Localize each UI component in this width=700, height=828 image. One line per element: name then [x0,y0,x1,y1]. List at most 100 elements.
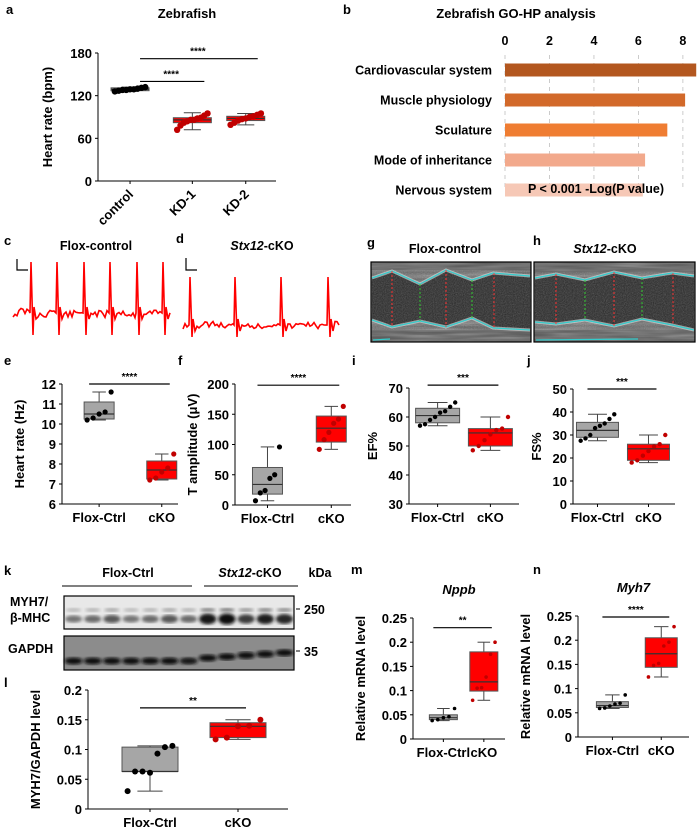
x-tick-label: KD-1 [166,187,198,219]
data-point [656,661,661,666]
y-tick-label: 0.25 [382,611,407,626]
data-point [608,704,612,708]
data-point [147,477,153,483]
box-flox-ctrl [595,701,629,708]
significance-label: ** [189,696,197,707]
band-myh7-upper [238,608,254,612]
ecg-flox-control: Flox-control [12,239,171,336]
data-point [252,498,259,504]
data-point [212,736,219,743]
y-tick-label: 0.05 [547,706,572,721]
data-point [321,437,327,443]
y-axis-label: Heart rate (Hz) [12,400,27,489]
data-point [447,714,451,719]
box-cko [315,415,347,443]
data-point [96,411,102,417]
data-point [499,426,505,431]
data-point [272,472,278,478]
x-tick-label: cKO [225,815,252,828]
y-tick-label: 12 [42,377,56,392]
band-myh7 [275,614,294,624]
panel-label-l: l [4,675,8,690]
x-tick-label: Flox-Ctrl [411,510,464,525]
data-point [335,416,342,422]
y-tick-label: 50 [553,382,567,397]
data-point [479,685,484,690]
band-gapdh [275,649,294,657]
panel-label-k: k [4,563,12,578]
data-point [612,412,617,417]
x-tick-label: cKO [318,511,345,526]
y-tick-label: 0 [560,497,567,512]
y-tick-label: 11 [42,397,56,412]
y-tick-label: 0.1 [554,682,572,697]
x-tick-label: 4 [590,34,597,48]
x-tick-label: cKO [648,743,675,758]
data-point [153,475,159,481]
panel-labels: a b c d g h e f i j k l m n [4,2,541,690]
y-tick-label: 0.1 [389,684,407,699]
echo-baseline-trace [535,338,639,341]
band-myh7 [103,614,121,624]
western-blot: Flox-Ctrl Stx12-cKO kDa MYH7/ β-MHC GAPD… [8,566,333,671]
box-flox-ctrl [121,746,179,773]
echo-title-g: Flox-control [409,242,481,256]
data-point [597,423,603,428]
x-tick-label: 2 [546,34,553,48]
band-gapdh [102,657,121,665]
scale-bar-icon [16,259,28,271]
data-point [482,438,487,443]
y-tick-label: 50 [215,468,229,483]
data-point [442,409,448,414]
data-point [470,698,475,703]
y-axis-label: Relative mRNA level [518,614,533,739]
data-point [651,444,657,449]
x-tick-label: cKO [470,745,497,760]
data-point [475,686,479,690]
data-point [602,706,607,710]
x-tick-label: control [94,187,136,229]
data-point [246,722,253,729]
x-tick-label: Flox-Ctrl [72,510,125,525]
wb-group2-suffix: -cKO [252,566,282,580]
data-point [437,410,443,415]
band-gapdh [256,650,275,658]
x-tick-label: 0 [502,34,509,48]
box-plot-m: Nppb 0 0.05 0.1 0.15 0.2 0.25 Relative mRNA lev… [353,582,505,760]
data-point [667,640,671,644]
data-point [629,460,634,465]
band-myh7 [218,613,236,625]
data-point [124,788,131,795]
band-myh7-upper [200,608,216,612]
box-cko [644,637,678,668]
band-gapdh [198,654,217,662]
panel-label-e: e [4,353,11,368]
data-point [276,444,283,450]
data-point [139,768,146,775]
panel-label-a: a [6,2,14,17]
data-point [618,701,622,705]
band-myh7 [199,613,217,625]
data-point [476,443,481,449]
data-point [635,458,640,463]
data-point [267,475,273,481]
box-plot-a: Zebrafish 0 60 120 180 Heart rate (bpm) contro… [40,6,276,228]
x-axis-label-b: P < 0.001 -Log(P value) [528,182,664,196]
data-point [672,624,676,629]
data-point [441,715,446,720]
data-point [169,742,176,749]
data-point [257,490,263,496]
band-gapdh [217,653,236,661]
y-tick-label: 8 [49,457,56,472]
band-myh7 [141,615,159,623]
band-myh7-upper [104,608,120,612]
significance-label: **** [628,605,644,616]
band-myh7 [237,614,255,624]
band-myh7-upper [276,608,293,612]
y-tick-label: 0.05 [57,772,82,787]
box-cko [469,651,499,692]
band-gapdh [237,651,256,659]
y-tick-label: 0.05 [382,708,407,723]
y-tick-label: 0.15 [57,713,82,728]
y-tick-label: 0 [222,498,229,513]
